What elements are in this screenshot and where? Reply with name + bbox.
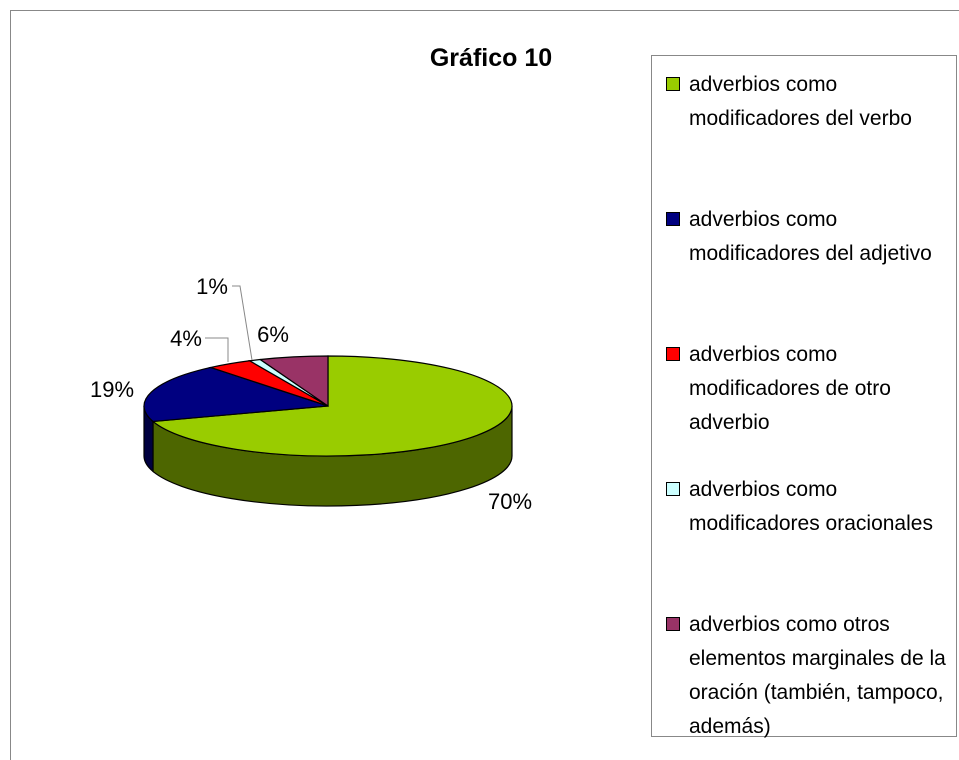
data-label: 19%	[90, 377, 134, 402]
leader-line	[205, 337, 229, 362]
chart-border	[10, 10, 959, 760]
legend-label: adverbios como modificadores oracionales	[689, 478, 933, 535]
leader-line	[232, 285, 253, 361]
legend-swatch	[666, 347, 680, 361]
legend-label: adverbios como modificadores del verbo	[689, 73, 912, 130]
legend-swatch	[666, 482, 680, 496]
legend-swatch	[666, 77, 680, 91]
legend-label: adverbios como modificadores de otro adv…	[689, 343, 891, 434]
legend-label: adverbios como modificadores del adjetiv…	[689, 208, 932, 265]
legend-swatch	[666, 212, 680, 226]
chart-title: Gráfico 10	[430, 44, 552, 72]
pie-slice	[143, 366, 329, 423]
data-label: 4%	[170, 326, 202, 351]
pie-slice	[258, 355, 329, 408]
legend: adverbios como modificadores del verbo ad…	[651, 55, 957, 738]
data-label: 1%	[196, 274, 228, 299]
legend-label: adverbios como otros elementos marginale…	[689, 613, 946, 738]
legend-swatch	[666, 617, 680, 631]
data-label: 6%	[257, 322, 289, 347]
pie-slice	[151, 355, 513, 457]
data-label: 70%	[488, 489, 532, 514]
